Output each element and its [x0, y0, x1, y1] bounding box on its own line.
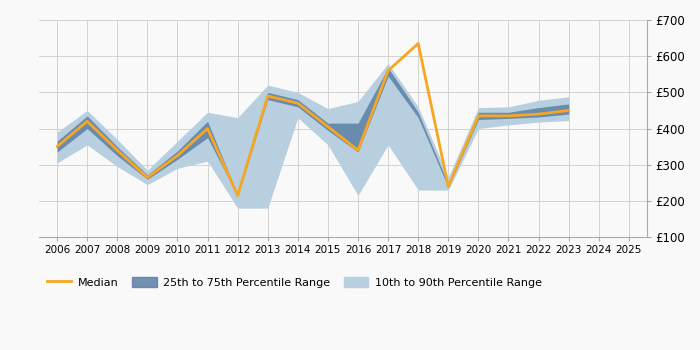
- Legend: Median, 25th to 75th Percentile Range, 10th to 90th Percentile Range: Median, 25th to 75th Percentile Range, 1…: [43, 273, 546, 292]
